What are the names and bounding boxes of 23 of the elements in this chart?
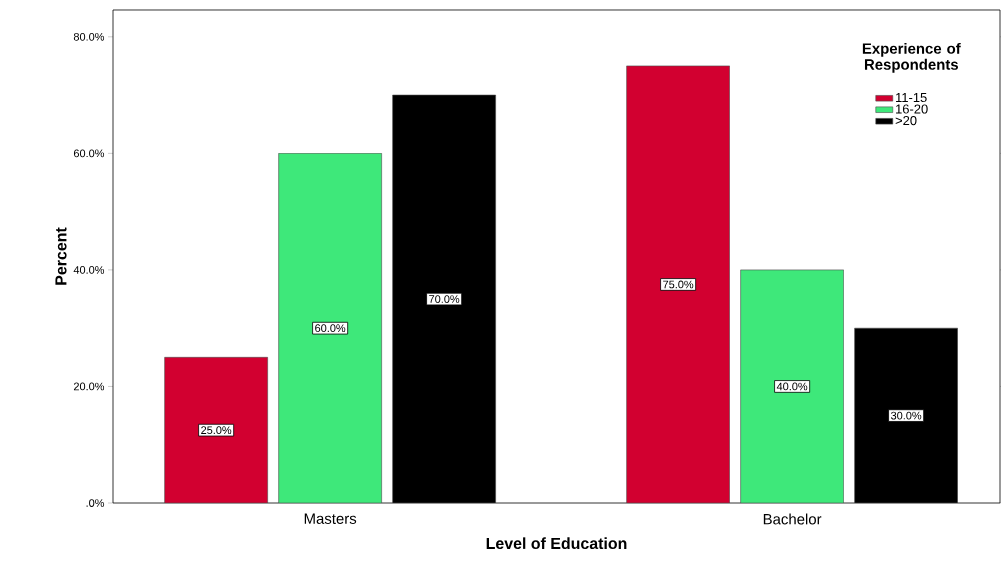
bar: [278, 153, 382, 503]
bar: [626, 65, 730, 503]
bar: [164, 357, 268, 503]
data-label: 30.0%: [891, 411, 922, 420]
x-tick-label: Masters: [304, 513, 357, 524]
data-label: 75.0%: [663, 280, 694, 289]
x-tick-label: Bachelor: [763, 513, 822, 525]
x-axis-title: Level of Education: [486, 537, 627, 550]
y-tick-label: 40.0%: [73, 266, 105, 274]
y-tick-label: 80.0%: [73, 32, 105, 41]
data-label: 70.0%: [429, 295, 460, 303]
y-tick-label: .0%: [86, 499, 105, 507]
data-label: 40.0%: [776, 382, 808, 391]
y-tick-label: 60.0%: [73, 149, 105, 158]
data-label: 60.0%: [315, 324, 346, 333]
legend-label: >20: [895, 115, 917, 126]
legend-title: Experience of Respondents: [862, 42, 961, 73]
data-label: 25.0%: [201, 426, 232, 435]
y-tick-label: 20.0%: [73, 382, 105, 391]
y-axis-title: Percent: [55, 227, 67, 285]
legend-label: 16-20: [896, 104, 928, 114]
legend-label: 11-15: [896, 93, 927, 103]
bar: [740, 269, 844, 503]
